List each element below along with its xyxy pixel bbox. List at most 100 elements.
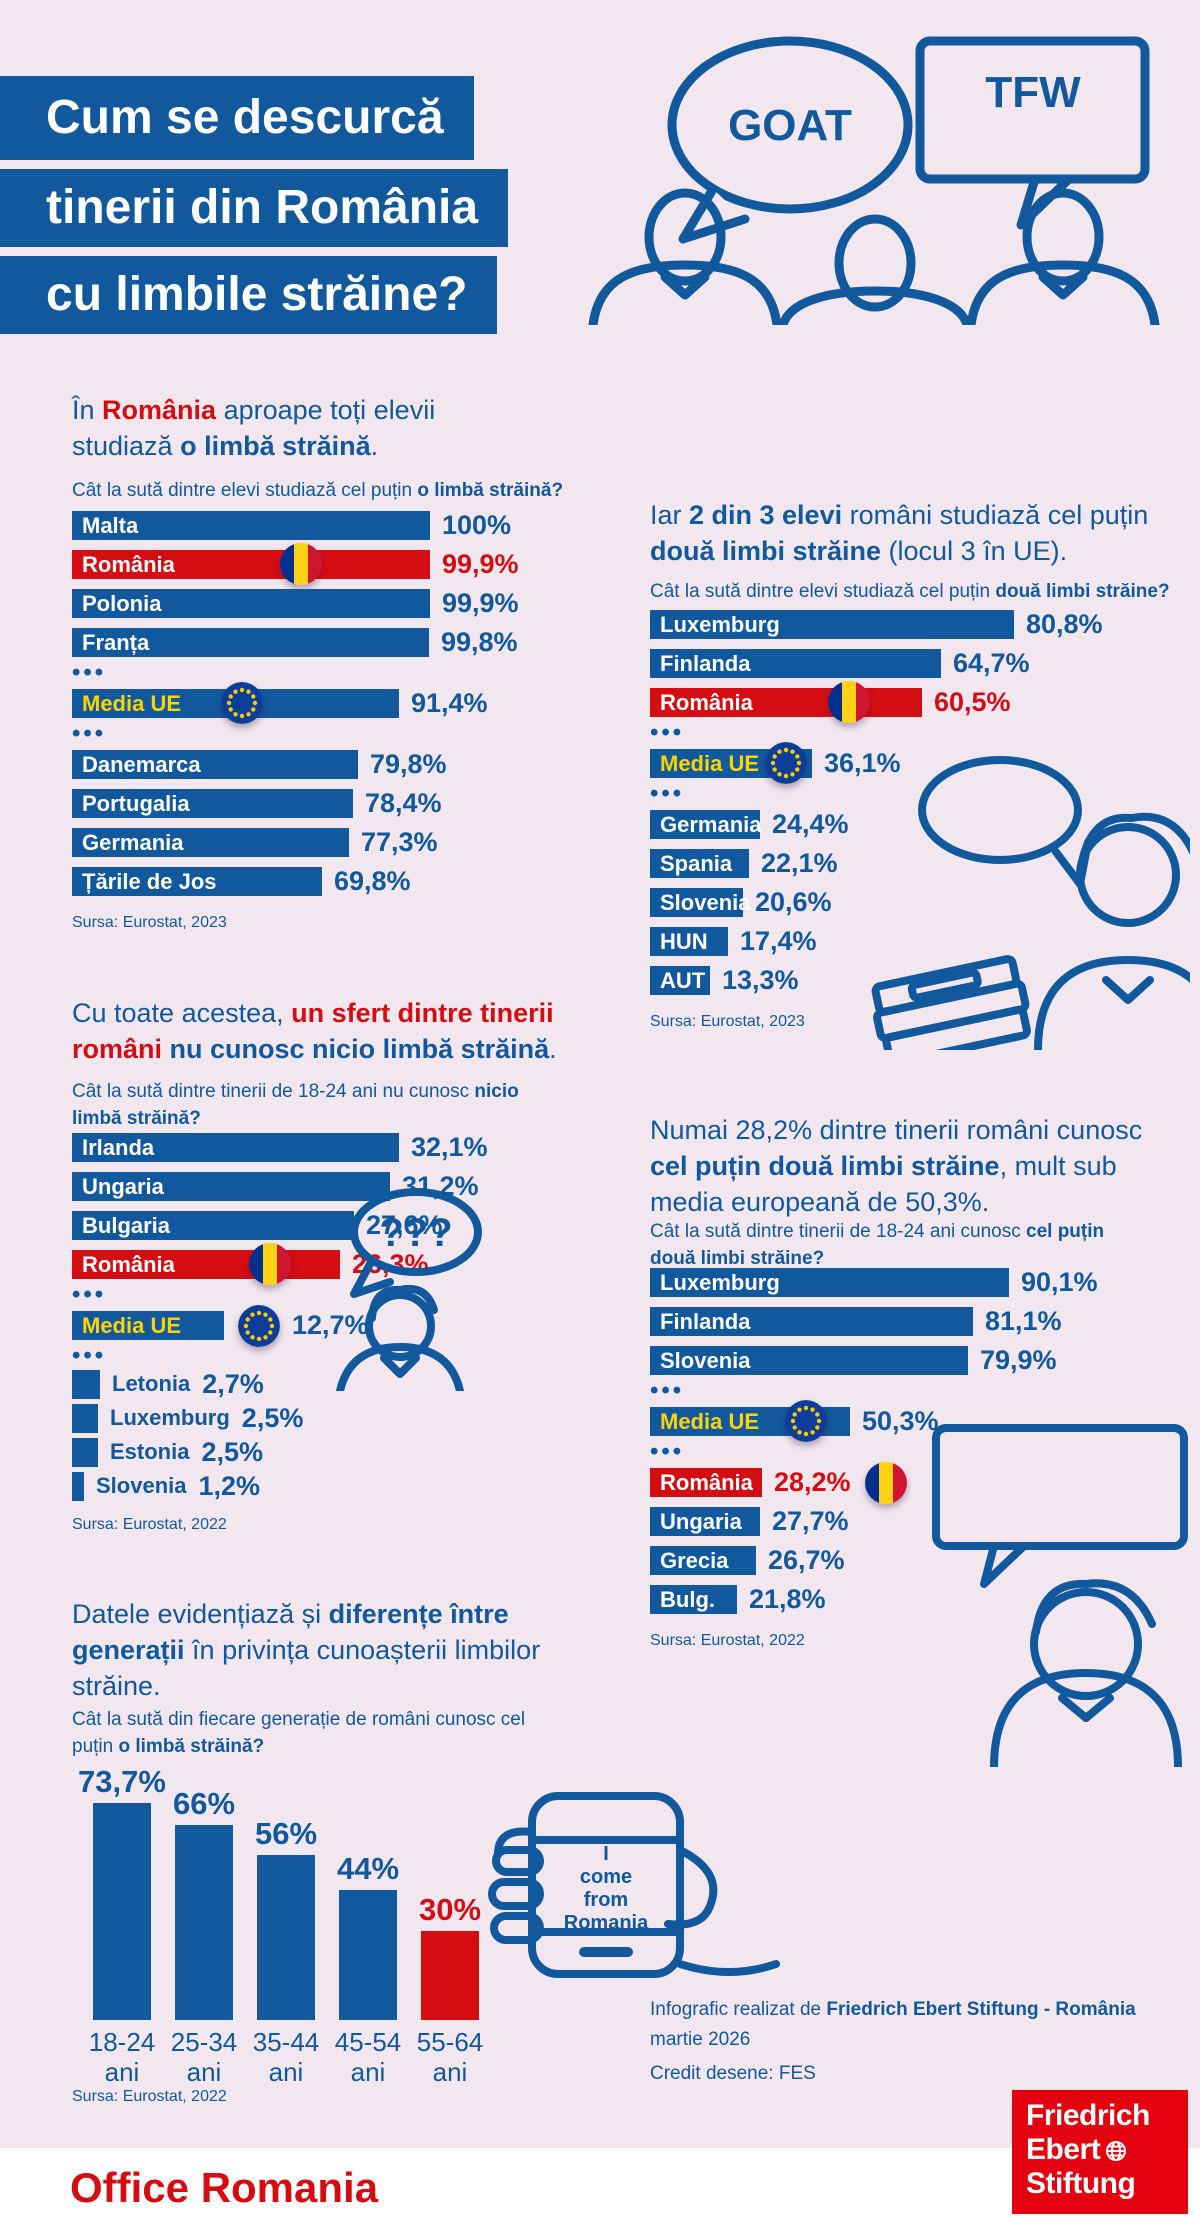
bar-label: România bbox=[660, 689, 753, 715]
bar: Media UE bbox=[650, 1400, 850, 1442]
bar-value: 17,4% bbox=[740, 926, 817, 956]
bar: România bbox=[650, 1468, 762, 1497]
title-text-2: tinerii din România bbox=[46, 181, 479, 234]
bar-value: 2,5% bbox=[201, 1436, 264, 1467]
question-man-illustration: ??? bbox=[336, 1188, 482, 1391]
chart-row: Finlanda 64,7% bbox=[650, 644, 1103, 683]
column-bar bbox=[421, 1931, 479, 2020]
tfw-bubble-text: TFW bbox=[985, 68, 1081, 117]
page-title-line-2: tinerii din România bbox=[0, 169, 509, 247]
credit-date: martie 2026 bbox=[650, 2029, 751, 2050]
chart-row: Slovenia 20,6% bbox=[650, 883, 1103, 922]
bar-label: Franța bbox=[82, 629, 150, 655]
bar: România bbox=[650, 681, 922, 723]
chart-row: Bulg. 21,8% bbox=[650, 1580, 1098, 1619]
section4-text: Numai 28,2% dintre tinerii români cunosc… bbox=[650, 1112, 1155, 1220]
bar-label: Polonia bbox=[82, 590, 162, 616]
bar-label: Estonia bbox=[110, 1439, 190, 1464]
bar bbox=[72, 1369, 100, 1399]
ellipsis-separator: ••• bbox=[72, 1281, 107, 1308]
text-segment: 2 din 3 elevi bbox=[689, 500, 843, 530]
chart5-question: Cât la sută din fiecare generație de rom… bbox=[72, 1706, 552, 1760]
bar: Ungaria bbox=[650, 1507, 760, 1536]
text-segment: Infografic realizat de bbox=[650, 1999, 827, 2020]
fes-logo-line: Stiftung bbox=[1026, 2167, 1136, 2200]
bar-value: 1,2% bbox=[198, 1470, 261, 1501]
text-segment: Cu toate acestea, bbox=[72, 998, 292, 1028]
bar-value: 13,3% bbox=[722, 965, 799, 995]
ellipsis-separator: ••• bbox=[650, 1377, 685, 1404]
column-bar bbox=[257, 1855, 315, 2020]
bar-label: Slovenia bbox=[96, 1473, 187, 1498]
bar: Ungaria bbox=[72, 1172, 390, 1201]
woman-head-icon bbox=[1030, 1588, 1142, 1700]
speech-bubble-icon bbox=[932, 1424, 1188, 1550]
ellipsis-separator: ••• bbox=[72, 720, 107, 747]
bar-value: 77,3% bbox=[361, 827, 438, 857]
chart-row: HUN 17,4% bbox=[650, 922, 1103, 961]
bar: Franța bbox=[72, 628, 429, 657]
chart2-source: Sursa: Eurostat, 2023 bbox=[650, 1013, 805, 1030]
romania-flag-icon bbox=[249, 1243, 291, 1285]
chart-row: Luxemburg 80,8% bbox=[650, 605, 1103, 644]
ellipsis-separator: ••• bbox=[72, 1342, 107, 1369]
text-segment: , mult sub media europeană de 50,3%. bbox=[650, 1151, 1117, 1217]
bar-value: 27,7% bbox=[772, 1506, 849, 1536]
bar-value: 64,7% bbox=[953, 648, 1030, 678]
page-title-line-3: cu limbile străine? bbox=[0, 256, 498, 334]
chart-row: Luxemburg 90,1% bbox=[650, 1263, 1098, 1302]
phone-text-line: come bbox=[580, 1866, 632, 1888]
people-group-illustration: GOAT TFW bbox=[588, 36, 1160, 325]
text-segment: Cât la sută dintre tinerii de 18-24 ani … bbox=[650, 1221, 1026, 1242]
section2-text: Iar 2 din 3 elevi români studiază cel pu… bbox=[650, 497, 1195, 569]
text-segment: români studiază cel puțin bbox=[842, 500, 1149, 530]
text-segment: cel puțin două limbi străine? bbox=[650, 1221, 1105, 1269]
romania-flag-icon bbox=[864, 1461, 907, 1504]
bar-label: Germania bbox=[82, 829, 184, 855]
text-segment: România bbox=[102, 395, 217, 425]
bar: Bulgaria bbox=[72, 1211, 354, 1240]
woman-books-illustration bbox=[871, 756, 1190, 1050]
bar-label: Luxemburg bbox=[660, 611, 780, 637]
chart-row: România 26,3% bbox=[72, 1243, 488, 1285]
fes-logo-line: Ebert bbox=[1026, 2133, 1174, 2167]
column: 44% 45-54 ani bbox=[335, 1762, 402, 2087]
bar-value: 32,1% bbox=[411, 1132, 488, 1162]
text-segment: Cât la sută din fiecare generație de rom… bbox=[72, 1709, 526, 1757]
bar-value: 26,7% bbox=[768, 1545, 845, 1575]
ellipsis-separator: ••• bbox=[650, 719, 685, 746]
phone-text-line: Romania bbox=[564, 1912, 649, 1934]
chart-row: Danemarca 79,8% bbox=[72, 745, 519, 784]
ellipsis-separator: ••• bbox=[650, 1438, 685, 1465]
finger-icon bbox=[488, 1878, 544, 1910]
bar-label: Bulg. bbox=[660, 1586, 715, 1612]
bar-label: Grecia bbox=[660, 1547, 729, 1573]
bar: Grecia bbox=[650, 1546, 756, 1575]
column-label: 55-64 ani bbox=[416, 2027, 484, 2087]
bar-label: Ungaria bbox=[82, 1173, 164, 1199]
chart-row: Estonia 2,5% bbox=[72, 1435, 488, 1469]
text-segment: Iar bbox=[650, 500, 690, 530]
bar-label: Ungaria bbox=[660, 1508, 742, 1534]
phone-text-line: I bbox=[603, 1843, 609, 1865]
chart-row: Media UE 91,4% bbox=[72, 682, 519, 724]
bar-value: 2,5% bbox=[241, 1402, 304, 1433]
bar-value: 50,3% bbox=[862, 1406, 939, 1436]
bar-value: 69,8% bbox=[334, 866, 411, 896]
chart1-source: Sursa: Eurostat, 2023 bbox=[72, 914, 227, 931]
chart-row: Malta 100% bbox=[72, 506, 519, 545]
chart-row: Finlanda 81,1% bbox=[650, 1302, 1098, 1341]
text-segment: Datele evidențiază și bbox=[72, 1599, 329, 1629]
bar-label: Slovenia bbox=[660, 889, 751, 915]
bar-value: 90,1% bbox=[1021, 1267, 1098, 1297]
text-segment: cel puțin două limbi străine bbox=[650, 1151, 1000, 1181]
bar-label: Malta bbox=[82, 512, 139, 538]
chart-row: Letonia 2,7% bbox=[72, 1367, 488, 1401]
bar-label: Danemarca bbox=[82, 751, 201, 777]
chart-row: Media UE 12,7% bbox=[72, 1304, 488, 1347]
text-segment: o limbă străină bbox=[180, 431, 371, 461]
section5-text: Datele evidențiază și diferențe între ge… bbox=[72, 1596, 552, 1704]
title-text-3: cu limbile străine? bbox=[46, 268, 468, 321]
text-segment: . bbox=[549, 1034, 557, 1064]
office-romania-label: Office Romania bbox=[70, 2164, 379, 2211]
